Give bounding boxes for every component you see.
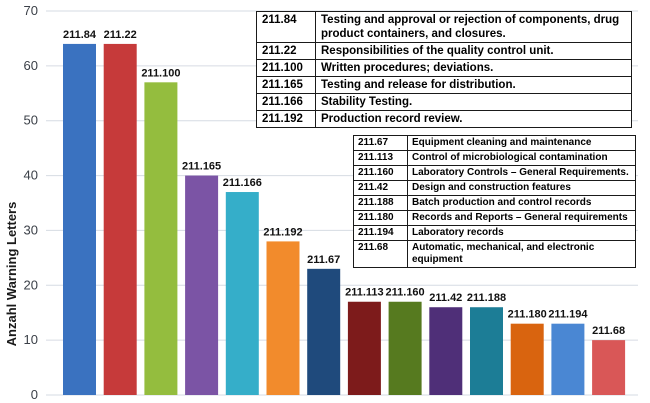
y-axis-title: Anzahl Warning Letters	[4, 202, 19, 347]
legend-row: 211.42 Design and construction features	[353, 180, 636, 196]
legend-code: 211.22	[256, 42, 316, 60]
legend-description: Stability Testing.	[315, 93, 632, 111]
legend-description: Testing and approval or rejection of com…	[315, 11, 632, 43]
legend-row: 211.67 Equipment cleaning and maintenance	[353, 135, 636, 151]
bar-211-160	[388, 301, 422, 395]
bar-211-84	[63, 43, 96, 396]
legend-row: 211.188 Batch production and control reco…	[353, 195, 636, 211]
y-tick-label: 60	[24, 58, 38, 73]
legend-code: 211.165	[256, 76, 316, 94]
y-axis-ticks: 0 10 20 30 40 50 60 70	[24, 3, 38, 402]
legend-code: 211.166	[256, 93, 316, 111]
legend-description: Responsibilities of the quality control …	[315, 42, 632, 60]
legend-code: 211.188	[353, 195, 408, 211]
y-tick-label: 40	[24, 168, 38, 183]
legend-description: Equipment cleaning and maintenance	[407, 135, 636, 151]
legend-main: 211.84 Testing and approval or rejection …	[256, 11, 632, 128]
legend-description: Written procedures; deviations.	[315, 59, 632, 77]
legend-description: Production record review.	[315, 110, 632, 128]
bar-label: 211.160	[386, 287, 425, 299]
legend-description: Records and Reports – General requiremen…	[407, 210, 636, 226]
legend-row: 211.166 Stability Testing.	[256, 93, 632, 111]
legend-code: 211.160	[353, 165, 408, 181]
legend-row: 211.194 Laboratory records	[353, 225, 636, 241]
bars	[63, 43, 626, 396]
legend-row: 211.68 Automatic, mechanical, and electro…	[353, 240, 636, 268]
legend-code: 211.67	[353, 135, 408, 151]
bar-211-22	[103, 43, 137, 396]
legend-code: 211.194	[353, 225, 408, 241]
bar-label: 211.84	[63, 29, 97, 41]
bar-label: 211.22	[104, 29, 137, 41]
legend-row: 211.84 Testing and approval or rejection …	[256, 11, 632, 43]
bar-211-165	[185, 175, 219, 395]
bar-211-100	[144, 82, 178, 396]
legend-row: 211.113 Control of microbiological contam…	[353, 150, 636, 166]
y-tick-label: 20	[24, 277, 38, 292]
legend-code: 211.113	[353, 150, 408, 166]
y-tick-label: 50	[24, 113, 38, 128]
legend-description: Laboratory records	[407, 225, 636, 241]
legend-code: 211.84	[256, 11, 316, 43]
bar-211-180	[510, 323, 544, 395]
legend-row: 211.160 Laboratory Controls – General Req…	[353, 165, 636, 181]
bar-211-188	[470, 307, 503, 395]
bar-211-194	[551, 323, 585, 395]
data-labels: 211.84 211.22211.100211.165211.166211.192…	[63, 29, 625, 337]
legend-code: 211.100	[256, 59, 316, 77]
bar-label: 211.192	[263, 226, 302, 238]
bar-label: 211.100	[141, 67, 180, 79]
legend-row: 211.165 Testing and release for distribut…	[256, 76, 632, 94]
legend-description: Control of microbiological contamination	[407, 150, 636, 166]
y-tick-label: 10	[24, 332, 38, 347]
bar-label: 211.166	[223, 177, 262, 189]
bar-211-68	[592, 340, 626, 395]
legend-description: Automatic, mechanical, and electronic eq…	[407, 240, 636, 268]
bar-label: 211.180	[508, 309, 547, 321]
legend-row: 211.180 Records and Reports – General req…	[353, 210, 636, 226]
bar-211-42	[429, 307, 463, 395]
legend-code: 211.192	[256, 110, 316, 128]
bar-label: 211.113	[345, 287, 384, 299]
bar-label: 211.188	[467, 292, 506, 304]
legend-secondary: 211.67 Equipment cleaning and maintenance…	[353, 135, 636, 268]
legend-description: Batch production and control records	[407, 195, 636, 211]
y-tick-label: 30	[24, 222, 38, 237]
bar-211-166	[225, 192, 259, 395]
y-tick-label: 0	[31, 387, 38, 402]
bar-211-192	[266, 241, 300, 395]
bar-label: 211.42	[429, 292, 462, 304]
y-tick-label: 70	[24, 3, 38, 18]
legend-description: Laboratory Controls – General Requiremen…	[407, 165, 636, 181]
bar-label: 211.68	[592, 325, 625, 337]
legend-description: Testing and release for distribution.	[315, 76, 632, 94]
legend-code: 211.42	[353, 180, 408, 196]
bar-label: 211.194	[548, 309, 588, 321]
bar-label: 211.165	[182, 161, 221, 173]
legend-code: 211.68	[353, 240, 408, 268]
legend-description: Design and construction features	[407, 180, 636, 196]
legend-row: 211.22 Responsibilities of the quality co…	[256, 42, 632, 60]
bar-211-67	[307, 268, 341, 395]
bar-label: 211.67	[307, 254, 340, 266]
legend-code: 211.180	[353, 210, 408, 226]
legend-row: 211.192 Production record review.	[256, 110, 632, 128]
legend-row: 211.100 Written procedures; deviations.	[256, 59, 632, 77]
bar-211-113	[347, 301, 381, 395]
